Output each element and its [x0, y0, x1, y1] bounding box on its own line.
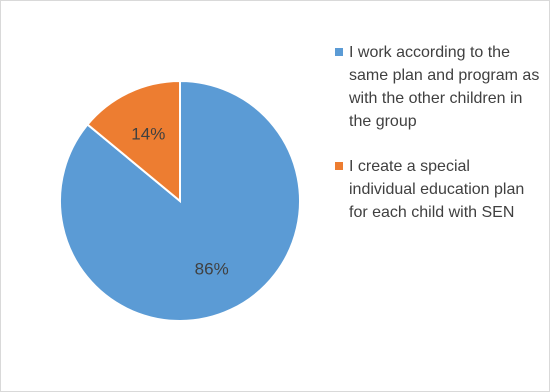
legend-item: I work according to the same plan and pr…: [335, 41, 540, 133]
legend-label: I work according to the same plan and pr…: [349, 44, 540, 130]
pie-slice: [86, 79, 181, 204]
slice-data-label: 14%: [131, 125, 165, 144]
legend-label: I create a special individual education …: [349, 158, 525, 221]
legend-item: I create a special individual education …: [335, 155, 540, 224]
slice-data-label: 86%: [195, 259, 229, 278]
legend-swatch: [335, 48, 343, 56]
pie-chart: 86% 14%: [59, 79, 301, 322]
legend-swatch: [335, 162, 343, 170]
legend: I work according to the same plan and pr…: [335, 41, 540, 246]
